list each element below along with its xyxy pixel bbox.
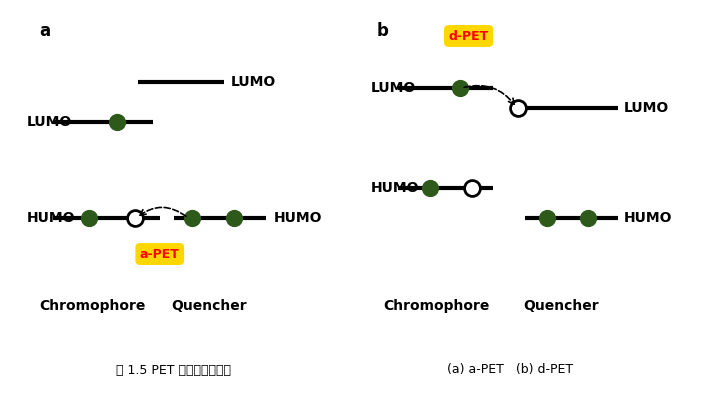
Point bbox=[582, 215, 594, 221]
Point bbox=[83, 215, 94, 221]
Point bbox=[466, 185, 478, 191]
Text: HUMO: HUMO bbox=[371, 181, 419, 195]
Point bbox=[186, 215, 197, 221]
Point bbox=[541, 215, 552, 221]
Text: LUMO: LUMO bbox=[231, 75, 276, 89]
Point bbox=[129, 215, 141, 221]
Text: HUMO: HUMO bbox=[273, 211, 322, 225]
Text: 图 1.5 PET 分子设计机理图: 图 1.5 PET 分子设计机理图 bbox=[116, 364, 231, 376]
Text: LUMO: LUMO bbox=[371, 81, 416, 95]
Text: HUMO: HUMO bbox=[623, 211, 672, 225]
Text: b: b bbox=[376, 22, 388, 40]
Text: d-PET: d-PET bbox=[449, 30, 488, 42]
Text: (a) a-PET   (b) d-PET: (a) a-PET (b) d-PET bbox=[447, 364, 573, 376]
Text: Chromophore: Chromophore bbox=[39, 299, 146, 313]
Text: HUMO: HUMO bbox=[27, 211, 75, 225]
Text: Quencher: Quencher bbox=[172, 299, 247, 313]
Text: LUMO: LUMO bbox=[27, 115, 72, 129]
Point bbox=[454, 85, 466, 91]
Point bbox=[229, 215, 240, 221]
Point bbox=[513, 105, 524, 111]
Text: a: a bbox=[39, 22, 50, 40]
Text: a-PET: a-PET bbox=[140, 248, 180, 260]
Point bbox=[424, 185, 435, 191]
Text: LUMO: LUMO bbox=[623, 101, 669, 115]
FancyArrowPatch shape bbox=[464, 86, 514, 104]
Text: Quencher: Quencher bbox=[523, 299, 599, 313]
Text: Chromophore: Chromophore bbox=[383, 299, 490, 313]
FancyArrowPatch shape bbox=[140, 207, 186, 216]
Point bbox=[111, 119, 123, 125]
